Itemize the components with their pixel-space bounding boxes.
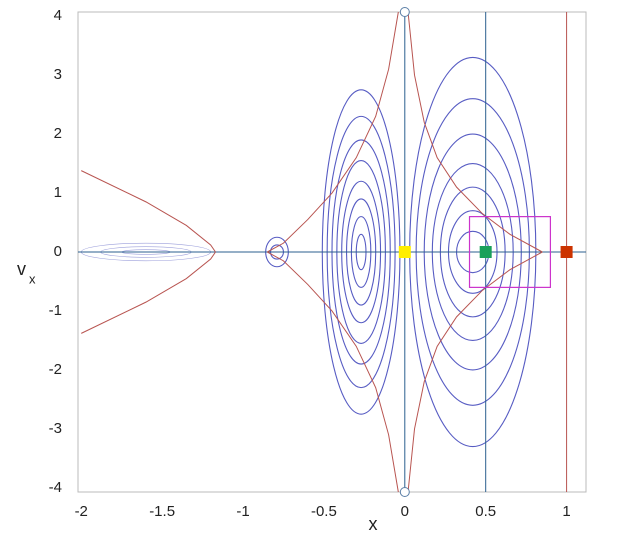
y-tick-label: -3 [49,420,62,437]
separatrix [81,251,216,334]
y-tick-label: -4 [49,479,62,496]
x-tick-label: 0.5 [475,503,496,520]
x-tick-label: 1 [562,503,570,520]
equilibrium-marker [560,246,573,258]
y-axis-label: v [17,259,26,279]
y-tick-label: 4 [54,7,62,24]
equilibrium-marker [398,246,411,258]
separatrix [267,251,399,493]
equilibrium-marker [479,246,492,258]
separatrix [81,170,216,253]
y-tick-label: 1 [54,184,62,201]
y-tick-label: 0 [54,243,62,260]
highlight-box [468,216,552,288]
x-tick-label: -2 [75,503,88,520]
x-tick-label: 0 [401,503,409,520]
x-tick-label: -0.5 [311,503,337,520]
x-tick-label: -1 [236,503,249,520]
separatrix [407,11,543,253]
y-tick-label: -1 [49,302,62,319]
y-tick-label: 3 [54,66,62,83]
line-end-handle [399,7,410,17]
y-axis-label-sub: x [29,271,36,286]
x-axis-label: x [369,514,378,534]
line-end-handle [399,487,410,497]
x-tick-label: -1.5 [149,503,175,520]
y-tick-label: 2 [54,125,62,142]
separatrix [267,11,399,253]
y-tick-label: -2 [49,361,62,378]
separatrix [407,251,543,493]
